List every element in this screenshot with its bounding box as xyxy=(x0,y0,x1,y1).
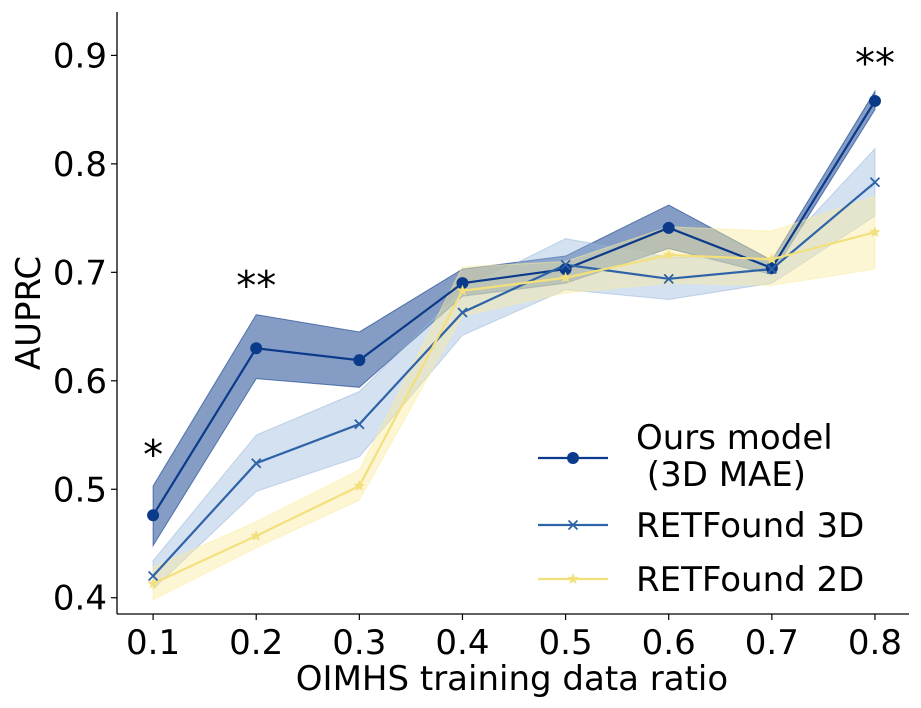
x-tick-label: 0.3 xyxy=(332,623,386,663)
legend-marker-retfound-2d xyxy=(567,572,579,585)
legend-label-retfound-2d: RETFound 2D xyxy=(636,560,864,600)
data-point-ours-model-3d-mae xyxy=(662,221,675,234)
data-point-retfound-2d xyxy=(250,529,263,541)
data-point-retfound-2d xyxy=(869,225,881,238)
x-tick-label: 0.6 xyxy=(642,623,696,663)
x-tick-label: 0.1 xyxy=(126,623,180,663)
x-tick-label: 0.5 xyxy=(539,623,593,663)
data-point-retfound-2d xyxy=(456,284,469,296)
y-axis-ticks: 0.4 0.5 0.6 0.7 0.8 0.9 xyxy=(53,36,117,619)
x-tick-label: 0.4 xyxy=(435,623,489,663)
data-point-ours-model-3d-mae xyxy=(147,509,160,522)
y-tick-label: 0.9 xyxy=(53,36,107,76)
significance-marker: ** xyxy=(855,41,895,87)
data-point-retfound-2d xyxy=(662,248,675,261)
series-line-retfound-3d xyxy=(152,181,876,577)
series-markers xyxy=(147,94,881,589)
x-tick-label: 0.2 xyxy=(229,623,283,663)
legend-label-retfound-3d: RETFound 3D xyxy=(636,506,864,546)
x-tick-label: 0.8 xyxy=(848,623,902,663)
data-point-retfound-2d xyxy=(765,253,778,265)
data-point-ours-model-3d-mae xyxy=(868,94,881,107)
series-line-retfound-2d xyxy=(152,231,876,585)
y-tick-label: 0.5 xyxy=(53,470,107,510)
y-tick-label: 0.4 xyxy=(53,579,107,619)
data-point-retfound-3d xyxy=(766,263,777,275)
data-point-retfound-3d xyxy=(869,177,881,188)
y-tick-label: 0.8 xyxy=(53,145,107,185)
data-point-retfound-3d xyxy=(560,259,571,270)
data-point-ours-model-3d-mae xyxy=(250,342,263,355)
data-point-ours-model-3d-mae xyxy=(353,354,366,367)
significance-annotations: ***** xyxy=(143,41,895,479)
series-lines xyxy=(152,100,876,585)
x-tick-label: 0.7 xyxy=(745,623,799,663)
y-tick-label: 0.6 xyxy=(53,362,107,402)
y-axis-title: AUPRC xyxy=(9,256,49,370)
data-point-retfound-2d xyxy=(353,479,366,492)
data-point-retfound-3d xyxy=(251,458,262,469)
x-axis-ticks: 0.1 0.2 0.3 0.4 0.5 0.6 0.7 0.8 xyxy=(126,614,902,663)
data-point-retfound-2d xyxy=(147,577,160,589)
y-tick-label: 0.7 xyxy=(53,253,107,293)
data-point-retfound-2d xyxy=(559,271,572,283)
legend-marker-ours-model-3d-mae xyxy=(567,452,579,464)
significance-marker: * xyxy=(143,433,163,479)
data-point-retfound-3d xyxy=(457,307,468,318)
x-axis-title: OIMHS training data ratio xyxy=(296,659,728,699)
data-point-retfound-3d xyxy=(354,419,365,430)
confidence-band-ours-model-3d-mae xyxy=(152,89,876,548)
data-point-retfound-3d xyxy=(663,273,674,284)
series-line-ours-model-3d-mae xyxy=(152,100,876,516)
legend: Ours model (3D MAE) RETFound 3D RETFound 2… xyxy=(538,418,864,600)
legend-label-ours-model-3d-mae: Ours model (3D MAE) xyxy=(636,418,833,495)
legend-marker-retfound-3d xyxy=(567,519,579,531)
significance-marker: ** xyxy=(236,263,276,309)
data-point-retfound-3d xyxy=(147,570,159,582)
